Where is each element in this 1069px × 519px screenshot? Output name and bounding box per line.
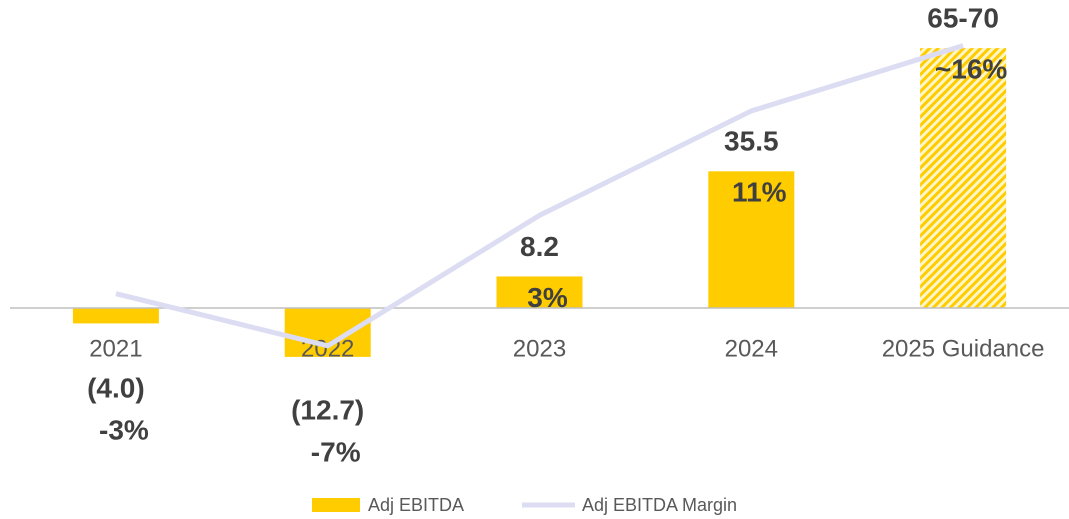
bar-value-label: 35.5 [724, 126, 779, 157]
x-tick-label: 2021 [89, 335, 142, 362]
bar-value-label: 65-70 [927, 3, 999, 34]
bar [708, 171, 795, 308]
legend-swatch [312, 498, 360, 512]
bar [284, 308, 371, 357]
bar-value-label: (4.0) [87, 372, 145, 403]
margin-value-label: 3% [527, 282, 568, 313]
x-tick-label: 2025 Guidance [882, 335, 1045, 362]
margin-value-label: -7% [311, 436, 361, 467]
bar-value-label: 8.2 [520, 231, 559, 262]
bar [72, 308, 159, 324]
bar [496, 276, 583, 308]
legend-label: Adj EBITDA Margin [582, 495, 737, 515]
x-tick-label: 2024 [725, 335, 778, 362]
margin-value-label: ~16% [935, 54, 1007, 85]
x-tick-label: 2023 [513, 335, 566, 362]
legend-label: Adj EBITDA [368, 495, 464, 515]
margin-line [115, 43, 964, 349]
bar [920, 48, 1007, 308]
margin-value-label: 11% [732, 177, 787, 208]
margin-value-label: -3% [99, 414, 149, 445]
bar-value-label: (12.7) [291, 394, 364, 425]
